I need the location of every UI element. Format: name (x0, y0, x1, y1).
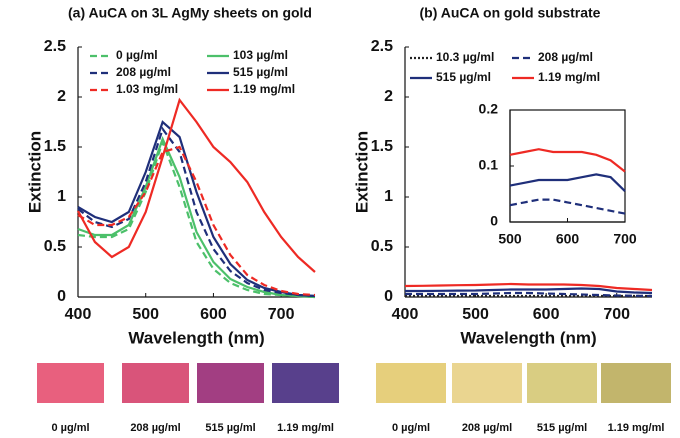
x-tick-label: 700 (613, 231, 637, 247)
legend-label: 208 µg/ml (116, 65, 171, 79)
series-line (77, 138, 316, 299)
y-tick-label: 0 (57, 288, 66, 305)
chart-title: (a) AuCA on 3L AgMy sheets on gold (68, 5, 312, 21)
y-tick-label: 0.5 (371, 238, 393, 255)
legend-label: 0 µg/ml (116, 48, 158, 62)
y-tick-label: 2.5 (44, 38, 66, 55)
legend-label: 1.19 mg/ml (538, 70, 600, 84)
y-tick-label: 0 (384, 288, 393, 305)
color-swatch (197, 363, 264, 403)
series-line (509, 173, 626, 192)
legend-label: 208 µg/ml (538, 50, 593, 64)
x-tick-label: 400 (392, 306, 419, 323)
legend-label: 515 µg/ml (436, 70, 491, 84)
x-tick-label: 600 (533, 306, 560, 323)
y-tick-label: 1 (57, 188, 66, 205)
legend-label: 515 µg/ml (233, 65, 288, 79)
swatch-label: 0 µg/ml (51, 422, 89, 434)
y-tick-label: 0.1 (479, 157, 499, 173)
color-swatch (376, 363, 446, 403)
color-swatch (122, 363, 189, 403)
x-axis-label: Wavelength (nm) (128, 328, 264, 347)
color-swatch (527, 363, 597, 403)
y-tick-label: 1.5 (371, 138, 393, 155)
series-line (77, 136, 316, 299)
y-tick-label: 0.5 (44, 238, 66, 255)
legend-label: 1.03 mg/ml (116, 82, 178, 96)
legend-label: 10.3 µg/ml (436, 50, 494, 64)
swatch-label: 515 µg/ml (205, 422, 255, 434)
series-line (77, 145, 316, 297)
y-tick-label: 0 (490, 213, 498, 229)
inset-frame (509, 109, 626, 223)
color-swatch (37, 363, 104, 403)
x-tick-label: 400 (65, 306, 92, 323)
y-tick-label: 1 (384, 188, 393, 205)
y-tick-label: 2 (57, 88, 66, 105)
series-line (77, 97, 316, 273)
x-axis-label: Wavelength (nm) (460, 328, 596, 347)
x-tick-label: 600 (200, 306, 227, 323)
color-swatch (272, 363, 339, 403)
y-tick-label: 0.2 (479, 101, 499, 117)
x-tick-label: 700 (268, 306, 295, 323)
series-line (509, 198, 626, 215)
y-tick-label: 2.5 (371, 38, 393, 55)
x-tick-label: 500 (498, 231, 522, 247)
y-tick-label: 2 (384, 88, 393, 105)
swatch-label: 1.19 mg/ml (608, 422, 665, 434)
color-swatch (452, 363, 522, 403)
series-line (77, 120, 316, 298)
swatch-label: 1.19 mg/ml (277, 422, 334, 434)
color-swatch (601, 363, 671, 403)
series-line (405, 291, 653, 298)
x-tick-label: 500 (462, 306, 489, 323)
series-line (509, 148, 626, 173)
swatch-label: 208 µg/ml (462, 422, 512, 434)
swatch-label: 0 µg/ml (392, 422, 430, 434)
swatch-label: 208 µg/ml (130, 422, 180, 434)
x-tick-label: 700 (603, 306, 630, 323)
x-tick-label: 500 (132, 306, 159, 323)
y-tick-label: 1.5 (44, 138, 66, 155)
legend-label: 1.19 mg/ml (233, 82, 295, 96)
x-tick-label: 600 (556, 231, 580, 247)
series-line (404, 282, 653, 292)
chart-title: (b) AuCA on gold substrate (420, 5, 601, 21)
y-axis-label: Extinction (352, 131, 371, 213)
series-line (77, 126, 316, 298)
swatch-label: 515 µg/ml (537, 422, 587, 434)
legend-label: 103 µg/ml (233, 48, 288, 62)
y-axis-label: Extinction (25, 131, 44, 213)
series-line (405, 287, 653, 295)
